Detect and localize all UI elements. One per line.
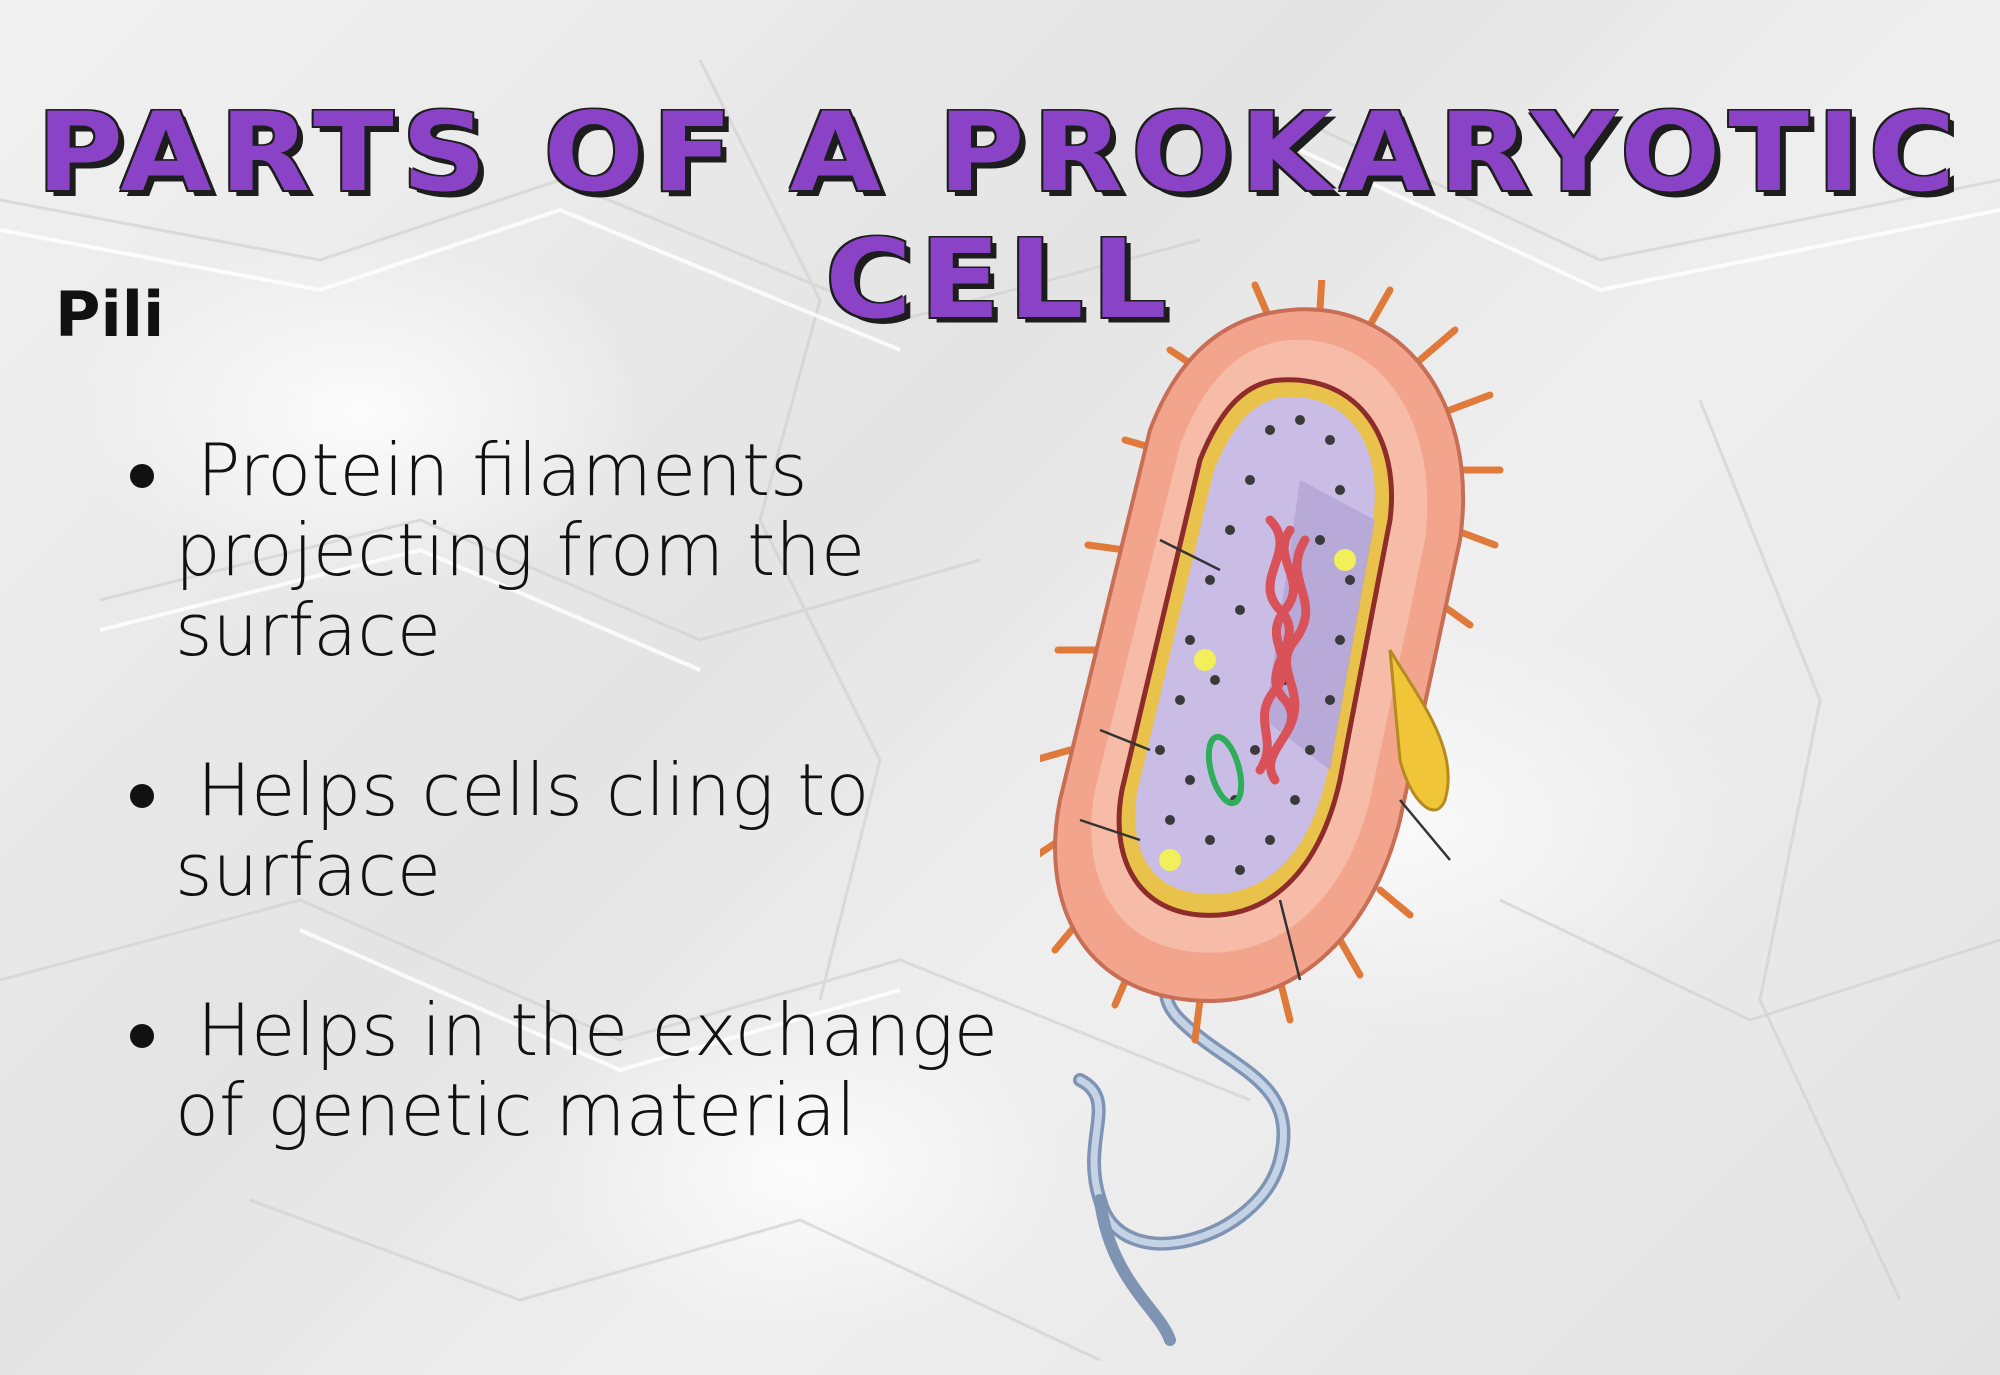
bullet-item: Helps cells cling to surface (130, 750, 1030, 910)
nucleoid (1255, 515, 1311, 785)
section-heading: Pili (55, 278, 165, 351)
bullet-dot-icon (130, 784, 154, 808)
bullet-text: Helps cells cling to surface (175, 748, 870, 912)
bullet-text: Protein filaments projecting from the su… (175, 428, 866, 672)
slide-title: PARTS OF A PROKARYOTIC CELL (36, 89, 1964, 343)
bullet-text: Helps in the exchange of genetic materia… (175, 988, 998, 1152)
bullet-dot-icon (130, 1024, 154, 1048)
bacterium-cell-diagram (1040, 280, 1504, 1346)
bullet-item: Helps in the exchange of genetic materia… (130, 990, 1030, 1150)
bullet-list: Protein filaments projecting from the su… (130, 430, 1030, 1230)
bullet-dot-icon (130, 464, 154, 488)
bullet-item: Protein filaments projecting from the su… (130, 430, 1030, 670)
plasmid (1205, 733, 1245, 807)
